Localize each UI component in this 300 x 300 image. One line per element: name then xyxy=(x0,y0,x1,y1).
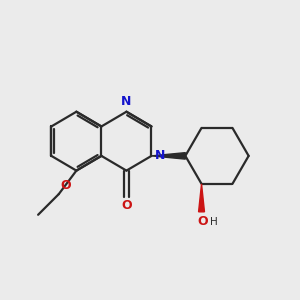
Polygon shape xyxy=(152,153,185,159)
Text: N: N xyxy=(155,149,166,162)
Text: N: N xyxy=(121,95,132,108)
Text: O: O xyxy=(197,215,208,228)
Text: O: O xyxy=(121,199,132,212)
Polygon shape xyxy=(199,184,205,212)
Text: H: H xyxy=(210,217,218,227)
Text: O: O xyxy=(61,179,71,192)
